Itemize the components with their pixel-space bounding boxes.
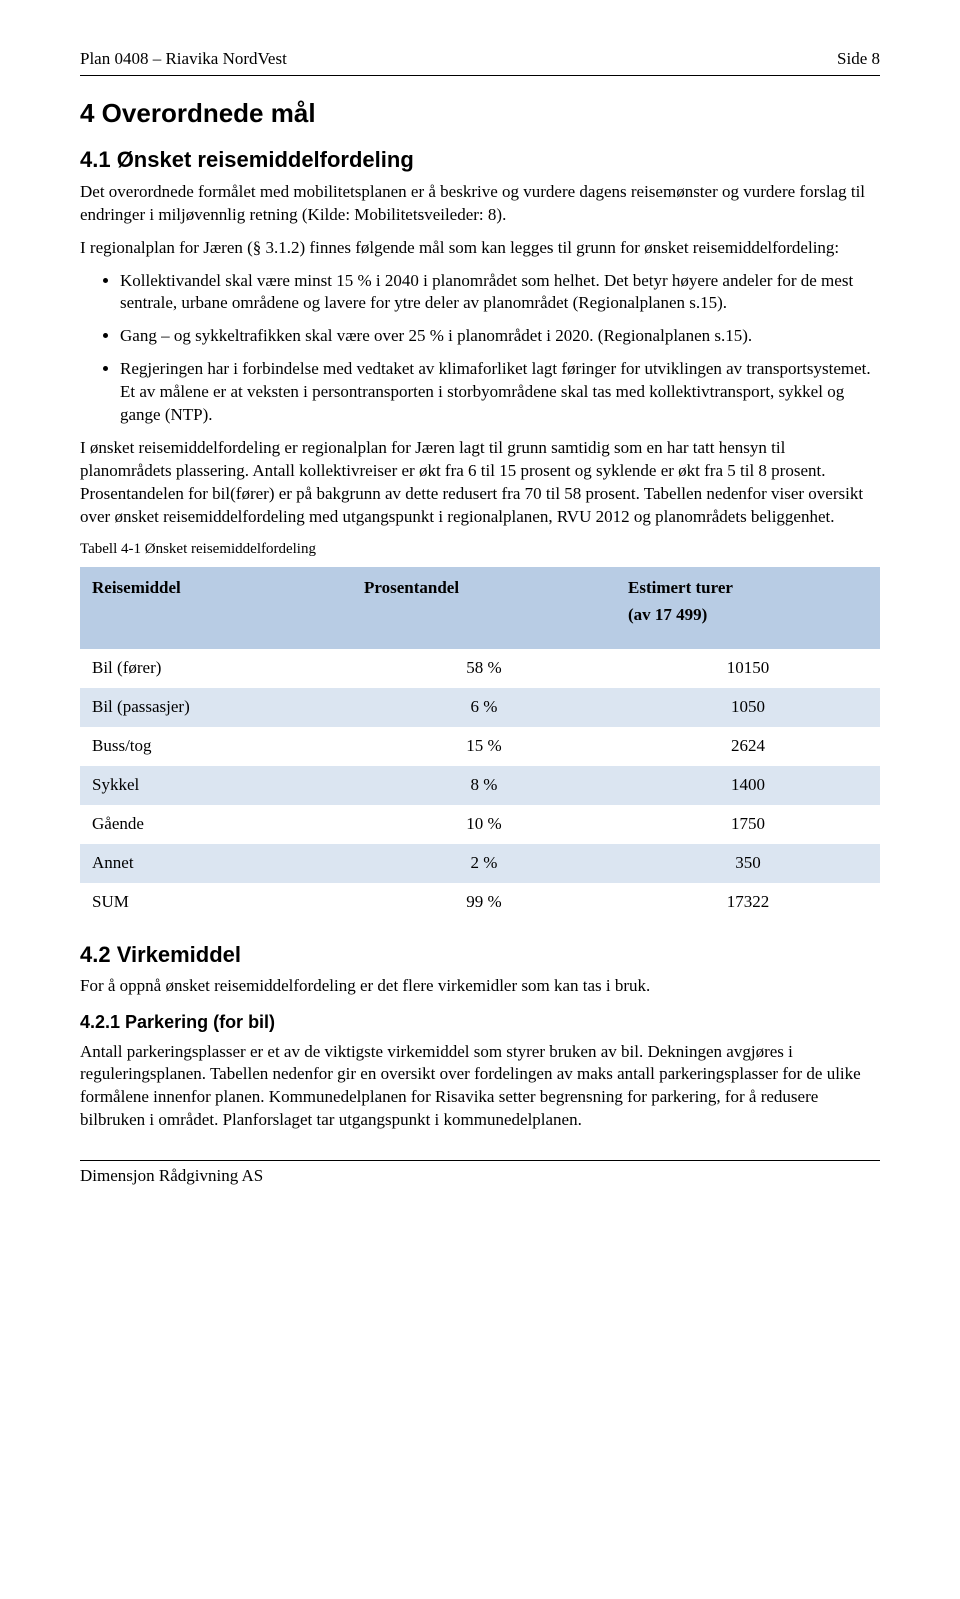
table-row: Bil (passasjer)6 %1050 — [80, 688, 880, 727]
heading-3-parkering: 4.2.1 Parkering (for bil) — [80, 1010, 880, 1034]
heading-1: 4 Overordnede mål — [80, 96, 880, 131]
cell: 6 % — [352, 688, 616, 727]
cell: 2624 — [616, 727, 880, 766]
col-header-3: Estimert turer (av 17 499) — [616, 567, 880, 649]
table-row: SUM99 %17322 — [80, 883, 880, 922]
cell: Annet — [80, 844, 352, 883]
cell: 8 % — [352, 766, 616, 805]
cell: 10 % — [352, 805, 616, 844]
heading-2-virkemiddel: 4.2 Virkemiddel — [80, 940, 880, 970]
cell: 99 % — [352, 883, 616, 922]
footer-rule — [80, 1160, 880, 1161]
header-right: Side 8 — [837, 48, 880, 71]
table-row: Sykkel8 %1400 — [80, 766, 880, 805]
cell: Sykkel — [80, 766, 352, 805]
cell: 1400 — [616, 766, 880, 805]
page-header: Plan 0408 – Riavika NordVest Side 8 — [80, 48, 880, 71]
col-header-3-sub: (av 17 499) — [628, 604, 868, 627]
bullet-list: Kollektivandel skal være minst 15 % i 20… — [80, 270, 880, 428]
list-item: Gang – og sykkeltrafikken skal være over… — [120, 325, 880, 348]
cell: 15 % — [352, 727, 616, 766]
paragraph: Det overordnede formålet med mobilitetsp… — [80, 181, 880, 227]
table-row: Buss/tog15 %2624 — [80, 727, 880, 766]
header-left: Plan 0408 – Riavika NordVest — [80, 48, 287, 71]
table-caption: Tabell 4-1 Ønsket reisemiddelfordeling — [80, 539, 880, 559]
col-header-1: Reisemiddel — [80, 567, 352, 649]
table-header-row: Reisemiddel Prosentandel Estimert turer … — [80, 567, 880, 649]
heading-2-onsket: 4.1 Ønsket reisemiddelfordeling — [80, 145, 880, 175]
paragraph: I ønsket reisemiddelfordeling er regiona… — [80, 437, 880, 529]
cell: 2 % — [352, 844, 616, 883]
cell: Buss/tog — [80, 727, 352, 766]
cell: 17322 — [616, 883, 880, 922]
cell: SUM — [80, 883, 352, 922]
cell: 1750 — [616, 805, 880, 844]
cell: Gående — [80, 805, 352, 844]
list-item: Kollektivandel skal være minst 15 % i 20… — [120, 270, 880, 316]
cell: 350 — [616, 844, 880, 883]
paragraph: I regionalplan for Jæren (§ 3.1.2) finne… — [80, 237, 880, 260]
table-row: Bil (fører)58 %10150 — [80, 649, 880, 688]
list-item: Regjeringen har i forbindelse med vedtak… — [120, 358, 880, 427]
table-row: Gående10 %1750 — [80, 805, 880, 844]
cell: 10150 — [616, 649, 880, 688]
footer-text: Dimensjon Rådgivning AS — [80, 1165, 880, 1188]
paragraph: Antall parkeringsplasser er et av de vik… — [80, 1041, 880, 1133]
paragraph: For å oppnå ønsket reisemiddelfordeling … — [80, 975, 880, 998]
cell: Bil (passasjer) — [80, 688, 352, 727]
table-body: Bil (fører)58 %10150 Bil (passasjer)6 %1… — [80, 649, 880, 922]
reisemiddel-table: Reisemiddel Prosentandel Estimert turer … — [80, 567, 880, 921]
table-row: Annet2 %350 — [80, 844, 880, 883]
col-header-2: Prosentandel — [352, 567, 616, 649]
header-rule — [80, 75, 880, 76]
cell: 58 % — [352, 649, 616, 688]
cell: 1050 — [616, 688, 880, 727]
cell: Bil (fører) — [80, 649, 352, 688]
col-header-3-main: Estimert turer — [628, 578, 733, 597]
